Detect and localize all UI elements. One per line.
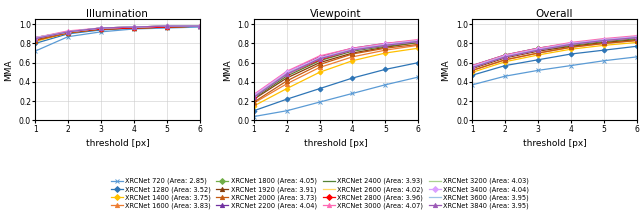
Title: Overall: Overall <box>536 9 573 18</box>
Title: Viewpoint: Viewpoint <box>310 9 362 18</box>
Y-axis label: MMA: MMA <box>442 59 451 81</box>
X-axis label: threshold [px]: threshold [px] <box>523 139 586 148</box>
X-axis label: threshold [px]: threshold [px] <box>86 139 149 148</box>
Legend: XRCNet 720 (Area: 2.85), XRCNet 1280 (Area: 3.52), XRCNet 1400 (Area: 3.75), XRC: XRCNet 720 (Area: 2.85), XRCNet 1280 (Ar… <box>108 175 532 212</box>
Y-axis label: MMA: MMA <box>4 59 13 81</box>
Y-axis label: MMA: MMA <box>223 59 232 81</box>
X-axis label: threshold [px]: threshold [px] <box>304 139 368 148</box>
Title: Illumination: Illumination <box>86 9 148 18</box>
